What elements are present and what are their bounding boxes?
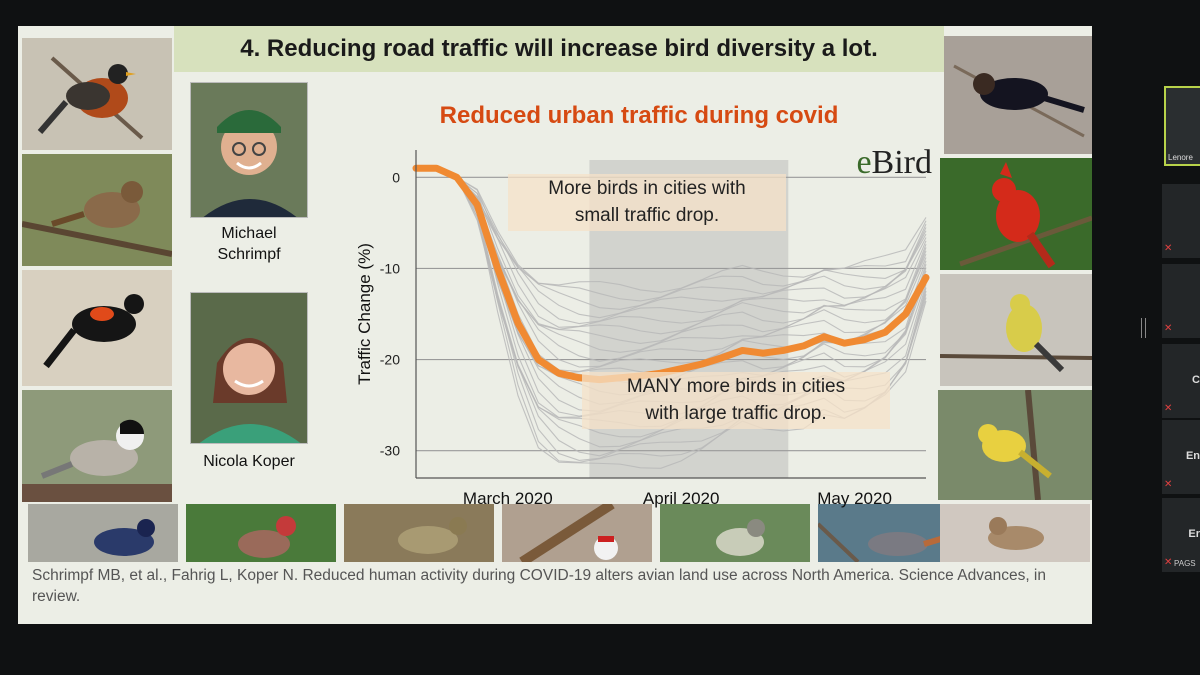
average-traffic-line: [412, 164, 930, 384]
ebird-logo: eBird: [856, 144, 932, 181]
person1-first-name: Michael: [221, 225, 277, 242]
slide-title-bar: 4. Reducing road traffic will increase b…: [174, 26, 944, 72]
panel-resize-handle[interactable]: [1141, 318, 1146, 338]
vireo-photo: [660, 504, 810, 562]
self-name: Lenore: [1168, 153, 1193, 162]
city-traffic-line: [416, 167, 927, 368]
callout-large-drop: MANY more birds in cities with large tra…: [582, 372, 890, 430]
y-axis-label: Traffic Change (%): [355, 243, 374, 385]
house-finch-photo: [186, 504, 336, 562]
person1-name: Michael Schrimpf: [190, 224, 308, 266]
person1-last-name: Schrimpf: [217, 245, 281, 263]
callout-small-drop-line1: More birds in cities with: [548, 178, 746, 199]
city-traffic-line: [416, 167, 927, 310]
michael-schrimpf-portrait: [190, 82, 308, 218]
cedar-waxwing-photo: [940, 504, 1090, 562]
traffic-chart: Reduced urban traffic during covid eBird…: [336, 82, 942, 516]
city-traffic-line: [416, 167, 927, 328]
participant-name: C: [1192, 374, 1200, 386]
callout-small-drop: More birds in cities with small traffic …: [508, 174, 786, 232]
self-video-tile[interactable]: Lenore: [1164, 86, 1200, 166]
chart-title: Reduced urban traffic during covid: [439, 102, 839, 129]
participant-tile[interactable]: ✕: [1162, 264, 1200, 338]
participant-tile[interactable]: ✕ C: [1162, 344, 1200, 418]
x-tick-label: May 2020: [817, 489, 892, 508]
robin-photo: [22, 38, 172, 150]
participant-name: En: [1185, 450, 1200, 462]
chart-plot: 0 -10 -20 -30 March 2020 April 2020 May 2020 Tr…: [355, 150, 930, 508]
mic-muted-icon: ✕: [1164, 557, 1173, 568]
chickadee-photo: [22, 390, 172, 502]
participant-tile[interactable]: ✕ En: [1162, 420, 1200, 494]
bluebird-photo: [28, 504, 178, 562]
x-tick-label: March 2020: [463, 489, 553, 508]
participant-sidebar: Lenore ✕ ✕ ✕ C ✕ En ✕ Er PAGS: [1158, 80, 1200, 580]
presentation-slide: 4. Reducing road traffic will increase b…: [18, 26, 1092, 624]
song-sparrow-photo: [22, 154, 172, 266]
callout-large-drop-line2: with large traffic drop.: [645, 402, 827, 424]
cardinal-photo: [940, 158, 1092, 270]
nicola-koper-portrait: [190, 292, 308, 444]
ovenbird-photo: [344, 504, 494, 562]
woodpecker-photo: [502, 504, 652, 562]
x-tick-label: April 2020: [643, 489, 720, 508]
slide-title: 4. Reducing road traffic will increase b…: [240, 35, 878, 62]
mic-muted-icon: ✕: [1164, 243, 1173, 254]
mic-muted-icon: ✕: [1164, 479, 1173, 490]
callout-small-drop-line2: small traffic drop.: [574, 204, 720, 226]
mic-muted-icon: ✕: [1164, 323, 1173, 334]
red-winged-blackbird-photo: [22, 270, 172, 386]
y-tick-label: -30: [380, 443, 400, 459]
goldfinch-photo: [940, 274, 1092, 386]
cowbird-photo: [944, 36, 1092, 154]
city-traffic-line: [416, 167, 927, 325]
citation-text: Schrimpf MB, et al., Fahrig L, Koper N. …: [32, 567, 1046, 605]
mic-muted-icon: ✕: [1164, 403, 1173, 414]
participant-tile[interactable]: ✕: [1162, 184, 1200, 258]
participant-name: Er: [1188, 528, 1200, 540]
participant-name-label: PAGS: [1174, 559, 1196, 568]
callout-large-drop-line1: MANY more birds in cities: [626, 376, 846, 397]
participant-tile[interactable]: ✕ Er PAGS: [1162, 498, 1200, 572]
city-traffic-line: [416, 167, 927, 362]
city-traffic-line: [416, 167, 927, 335]
yellow-warbler-photo: [938, 390, 1092, 500]
y-tick-label: -20: [380, 352, 400, 368]
person2-name: Nicola Koper: [203, 453, 295, 470]
y-tick-label: -10: [380, 260, 400, 276]
y-tick-label: 0: [392, 169, 400, 185]
